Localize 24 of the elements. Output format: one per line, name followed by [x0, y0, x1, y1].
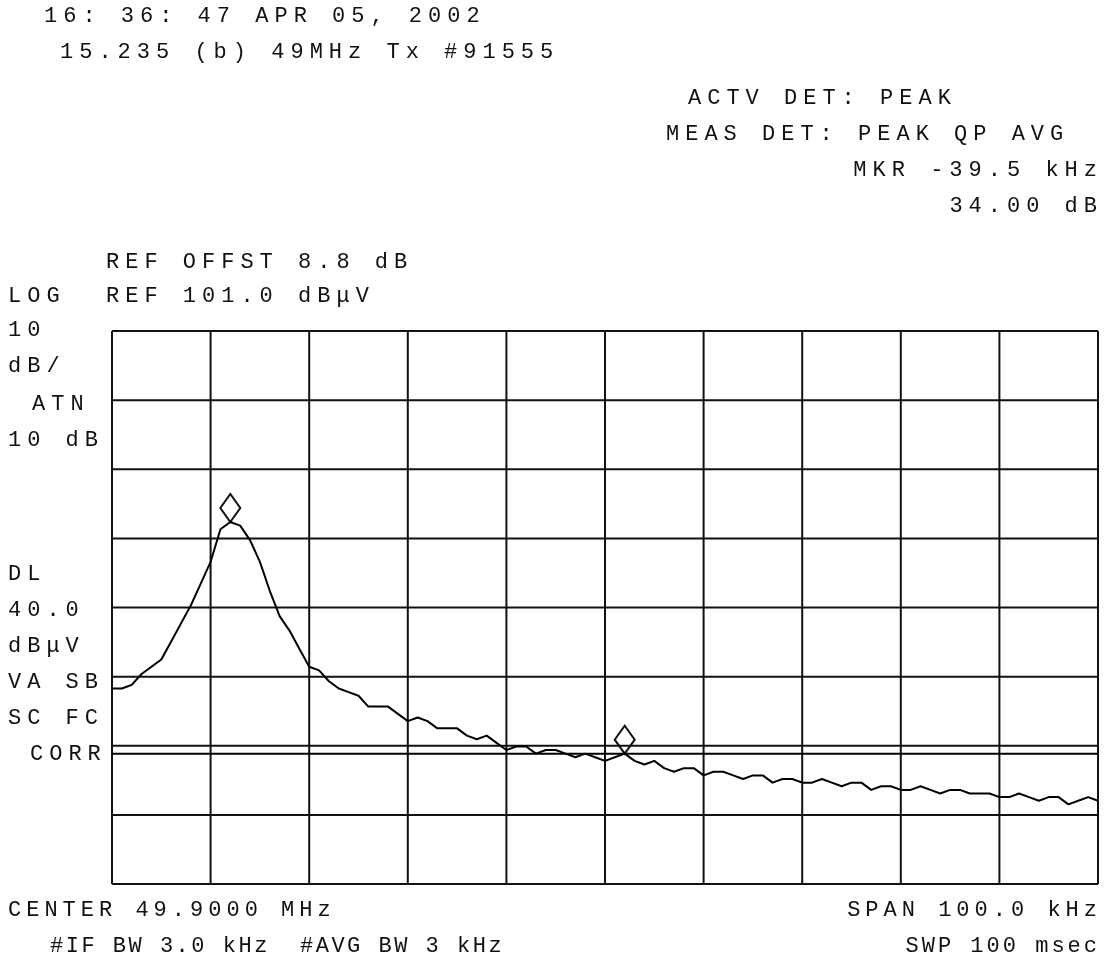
text: CORR: [30, 742, 107, 768]
text: CENTER 49.9000 MHz: [8, 898, 336, 924]
text: 40.0: [8, 598, 85, 624]
text: VA SB: [8, 670, 105, 696]
text: SWP 100 msec: [905, 934, 1100, 960]
text: DL: [8, 562, 47, 588]
chart-subtitle: 15.235 (b) 49MHz Tx #91555: [60, 40, 560, 66]
text: dB/: [8, 354, 66, 380]
text: ACTV DET: PEAK: [688, 86, 957, 112]
text: ATN: [32, 392, 90, 418]
text: dBμV: [8, 634, 85, 660]
text: MEAS DET: PEAK QP AVG: [666, 122, 1070, 148]
text: 10: [8, 318, 47, 344]
text: #AVG BW 3 kHz: [300, 934, 505, 960]
text: MKR -39.5 kHz: [853, 158, 1103, 184]
text: LOG: [8, 284, 66, 310]
text: SC FC: [8, 706, 105, 732]
text: SPAN 100.0 kHz: [847, 898, 1102, 924]
chart-title: 16: 36: 47 APR 05, 2002: [44, 4, 486, 30]
text: REF OFFST 8.8 dB: [106, 250, 414, 276]
text: #IF BW 3.0 kHz: [50, 934, 270, 960]
text: 34.00 dB: [949, 194, 1103, 220]
text: 10 dB: [8, 428, 105, 454]
text: REF 101.0 dBμV: [106, 284, 375, 310]
